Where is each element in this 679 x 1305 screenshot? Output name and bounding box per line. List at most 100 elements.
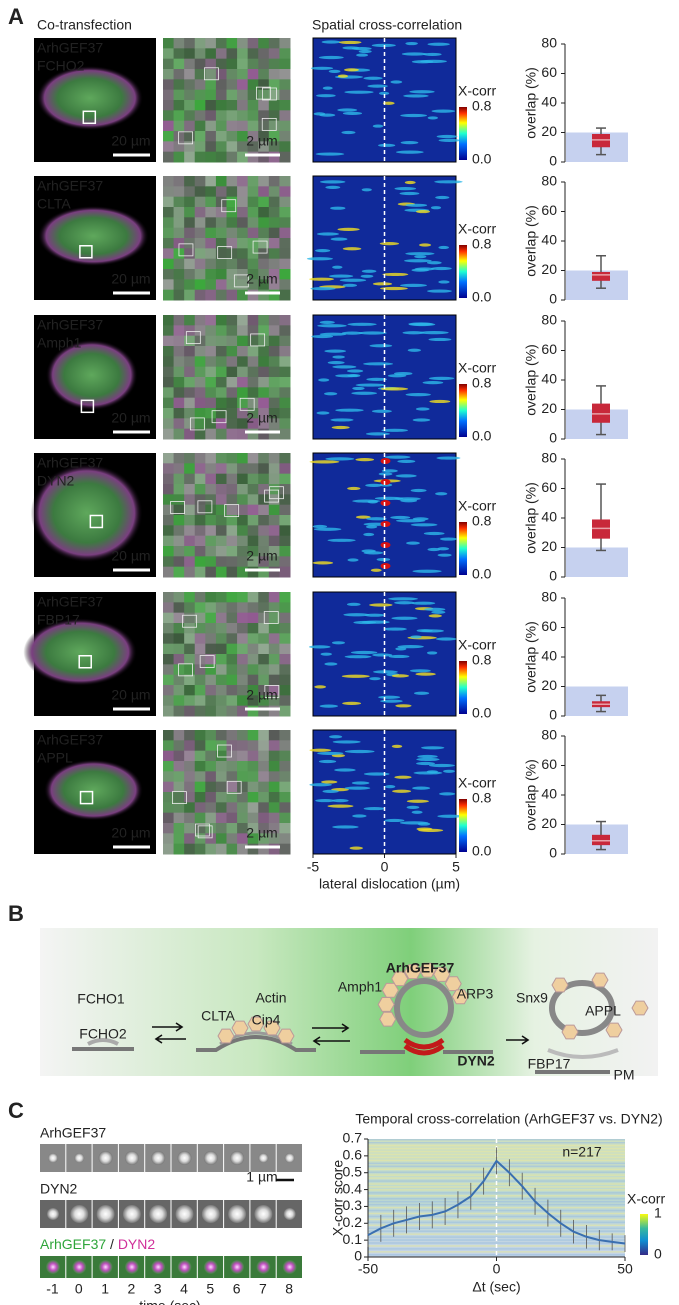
heatmap-streak xyxy=(428,376,455,380)
heatmap-streak xyxy=(325,185,341,189)
zoom-pixel xyxy=(237,428,249,440)
zoom-pixel xyxy=(194,110,206,122)
zoom-pixel xyxy=(247,546,259,557)
clathrin xyxy=(247,1016,265,1032)
zoom-pixel xyxy=(194,289,206,301)
zoom-pixel xyxy=(194,623,206,634)
zoom-pixel xyxy=(258,217,270,229)
frame-spot xyxy=(254,1205,273,1223)
y-tick-label: 60 xyxy=(541,202,557,218)
heatmap-streak xyxy=(380,286,408,291)
frame-spot xyxy=(98,1260,113,1274)
colorbar-tick-label: 0.0 xyxy=(472,289,492,305)
zoom-pixel xyxy=(205,387,217,399)
zoom-pixel xyxy=(173,38,185,49)
zoom-pixel xyxy=(205,186,217,198)
scale-label: 2 µm xyxy=(246,548,277,564)
channel-label: ArhGEF37 xyxy=(37,594,103,610)
zoom-pixel xyxy=(258,546,270,557)
background-stripe xyxy=(368,1192,625,1194)
zoom-pixel xyxy=(279,325,291,337)
zoom-pixel xyxy=(163,843,175,855)
vesicle xyxy=(549,980,615,1036)
zoom-pixel xyxy=(258,38,270,49)
zoom-pixel xyxy=(237,556,249,568)
frame-spot xyxy=(72,1260,87,1274)
zoom-pixel xyxy=(247,633,259,645)
zoom-pixel xyxy=(184,279,196,291)
zoom-pixel xyxy=(184,843,196,855)
zoom-pixel xyxy=(268,612,280,624)
zoom-outline xyxy=(197,500,213,514)
zoom-pixel xyxy=(194,833,206,845)
zoom-pixel xyxy=(247,38,259,49)
zoom-pixel xyxy=(205,366,217,378)
zoom-outline xyxy=(204,67,219,81)
time-tick-label: 5 xyxy=(206,1281,214,1297)
chart-title: Temporal cross-correlation (ArhGEF37 vs.… xyxy=(355,1111,662,1127)
zoom-pixel xyxy=(163,325,175,337)
zoom-pixel xyxy=(226,279,238,291)
zoom-pixel xyxy=(247,843,259,855)
heatmap-streak xyxy=(353,620,377,625)
colorbar-title: X-corr xyxy=(458,221,496,237)
zoom-pixel xyxy=(247,664,259,676)
zoom-pixel xyxy=(205,207,217,218)
zoom-pixel xyxy=(279,612,291,624)
panel-label: C xyxy=(8,1098,24,1123)
zoom-pixel xyxy=(205,48,217,60)
zoom-pixel xyxy=(268,428,280,440)
zoom-pixel xyxy=(226,771,238,783)
zoom-pixel xyxy=(215,217,227,229)
clathrin xyxy=(379,1011,397,1027)
heatmap-hotspot xyxy=(380,542,391,548)
zoom-pixel xyxy=(279,217,291,229)
heatmap-streak xyxy=(431,109,456,113)
zoom-pixel xyxy=(163,833,175,845)
zoom-pixel xyxy=(163,346,175,357)
heatmap-hotspot xyxy=(380,458,391,464)
zoom-pixel xyxy=(226,110,238,122)
cell-body xyxy=(37,205,149,267)
zoom-pixel xyxy=(205,566,217,578)
heatmap-streak xyxy=(392,789,412,793)
heatmap-streak xyxy=(400,141,419,145)
heatmap-streak xyxy=(332,265,343,269)
background-stripe xyxy=(368,1177,625,1179)
zoom-pixel xyxy=(163,740,175,752)
heatmap-streak xyxy=(349,846,363,850)
zoom-outline xyxy=(263,611,279,624)
zoom-pixel xyxy=(163,387,175,399)
zoom-pixel xyxy=(173,79,185,91)
label-part: / xyxy=(106,1236,118,1252)
zoom-pixel xyxy=(268,750,280,762)
heatmap-streak xyxy=(337,227,360,231)
heatmap-streak xyxy=(335,408,364,412)
clathrin xyxy=(217,1028,235,1044)
heatmap-streak xyxy=(346,602,361,606)
zoom-pixel xyxy=(205,515,217,526)
frame-spot xyxy=(230,1151,245,1165)
y-tick-label: 40 xyxy=(541,509,557,525)
zoom-pixel xyxy=(194,418,206,430)
heatmap-streak xyxy=(416,629,433,633)
zoom-pixel xyxy=(173,141,185,153)
zoom-pixel xyxy=(173,151,185,163)
clathrin xyxy=(631,1000,649,1016)
zoom-pixel xyxy=(163,335,175,347)
zoom-pixel xyxy=(163,695,175,707)
y-tick-label: 0.5 xyxy=(343,1163,363,1179)
zoom-pixel xyxy=(268,356,280,368)
zoom-pixel xyxy=(163,58,175,70)
zoom-pixel xyxy=(268,695,280,707)
zoom-pixel xyxy=(184,79,196,91)
zoom-pixel xyxy=(173,566,185,578)
zoom-pixel xyxy=(163,535,175,547)
zoom-pixel xyxy=(205,740,217,752)
zoom-pixel xyxy=(173,269,185,280)
zoom-pixel xyxy=(237,408,249,419)
heatmap-streak xyxy=(329,274,354,278)
zoom-pixel xyxy=(279,207,291,218)
zoom-pixel xyxy=(184,602,196,614)
header: Spatial cross-correlation xyxy=(312,17,462,33)
